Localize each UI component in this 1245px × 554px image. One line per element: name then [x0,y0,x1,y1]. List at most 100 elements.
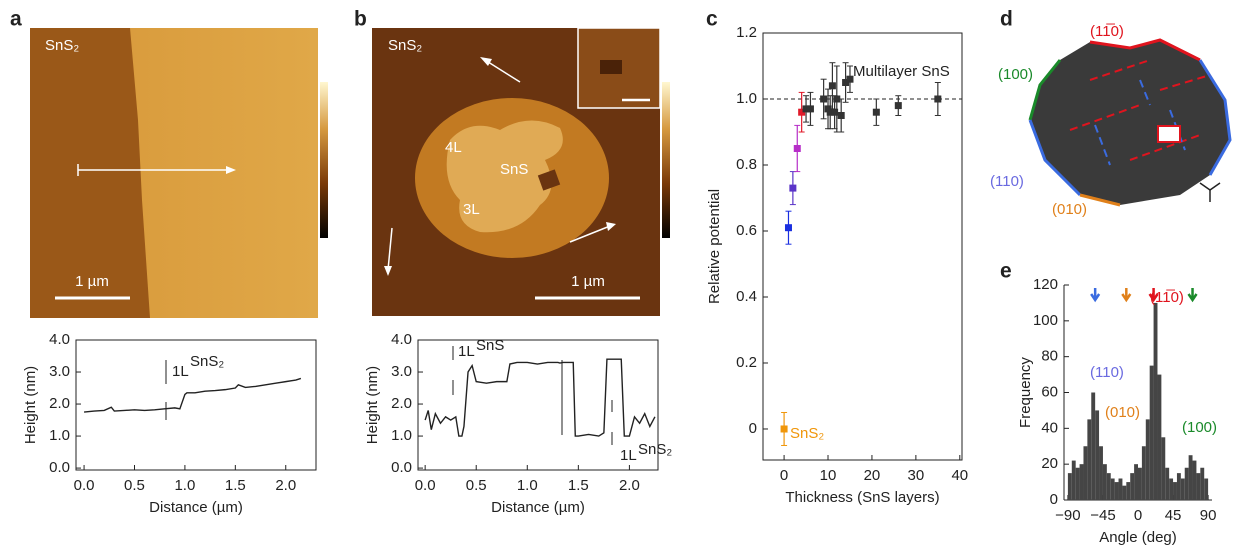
histogram-bar [1075,467,1080,500]
scale-bar-label: 1 µm [75,273,109,290]
y-tick-label: 1.0 [736,90,757,107]
y-axis-label: Height (nm) [22,366,39,444]
y-tick-label: 1.0 [391,427,412,444]
histogram-bar [1102,464,1107,500]
y-tick-label: 60 [1041,383,1058,400]
x-tick-label: 1.0 [517,477,538,494]
panel-label: b [354,8,367,31]
data-point [831,108,839,116]
histogram-bar [1071,460,1076,500]
x-tick-label: 2.0 [619,477,640,494]
histogram-bar [1200,467,1205,500]
region-label: 4L [445,139,462,156]
y-tick-label: 3.0 [391,363,412,380]
profile-line [84,377,302,413]
histogram-bar [1204,478,1209,500]
histogram-bar [1188,455,1193,500]
y-tick-label: 0.8 [736,156,757,173]
y-tick-label: 2.0 [49,395,70,412]
data-point [806,105,814,113]
x-axis-label: Distance (µm) [491,499,585,516]
facet-label: (100) [998,66,1033,83]
y-tick-label: 0 [1050,491,1058,508]
annotation: 1L [172,363,189,380]
region-label: SnS [500,161,528,178]
histogram-bar [1149,365,1154,500]
y-tick-label: 0.2 [736,354,757,371]
histogram-bar [1192,460,1197,500]
x-tick-label: 90 [1200,507,1217,524]
x-tick-label: 40 [951,467,968,484]
data-point [872,108,880,116]
annotation: SnS₂ [790,425,824,442]
panel-label: a [10,8,22,31]
data-point [820,95,828,103]
y-axis-label: Height (nm) [364,366,381,444]
histogram-bar [1114,482,1119,500]
x-tick-label: 0 [780,467,788,484]
histogram-bar [1138,467,1142,500]
histogram-bar [1126,482,1131,500]
material-label: SnS₂ [388,37,422,54]
peak-arrow [1090,288,1101,303]
data-point [828,82,836,90]
x-tick-label: 0.5 [124,477,145,494]
histogram-bar [1110,478,1115,500]
plot-frame [762,32,963,461]
y-tick-label: 40 [1041,419,1058,436]
y-tick-label: 120 [1033,276,1058,293]
data-point [934,95,942,103]
y-tick-label: 1.0 [49,427,70,444]
plot-frame [75,339,317,471]
x-tick-label: 45 [1165,507,1182,524]
annotation: 1L [620,447,637,464]
y-tick-label: 1.2 [736,24,757,41]
histogram-bar [1091,392,1096,500]
histogram-bar [1079,464,1084,500]
x-axis-label: Angle (deg) [1099,529,1177,546]
histogram-bar [1180,478,1185,500]
x-tick-label: 1.5 [225,477,246,494]
y-tick-label: 0.6 [736,222,757,239]
y-tick-label: 3.0 [49,363,70,380]
y-tick-label: 0.0 [49,459,70,476]
histogram-bar [1141,446,1146,500]
peak-arrow [1148,288,1159,303]
data-point [802,105,810,113]
panel-label: e [1000,260,1012,283]
x-tick-label: 0.0 [74,477,95,494]
x-tick-label: −45 [1090,507,1115,524]
peak-label: (100) [1182,419,1217,436]
x-tick-label: 10 [820,467,837,484]
peak-label: (010) [1105,404,1140,421]
annotation-sup: SnS₂ [638,441,672,458]
facet-label: (11̅0) [1090,23,1124,40]
data-point [846,75,854,83]
histogram-bar [1145,419,1150,500]
data-point [833,95,841,103]
scale-bar-label: 1 µm [571,273,605,290]
histogram-bar [1169,478,1174,500]
peak-arrow [1121,288,1132,303]
histogram-bar [1153,302,1158,500]
x-tick-label: 0.0 [415,477,436,494]
histogram-bar [1184,467,1189,500]
annotation: 1L [458,343,475,360]
x-tick-label: 20 [864,467,881,484]
histogram-bar [1134,464,1138,500]
y-axis-label: Relative potential [706,189,723,304]
x-tick-label: 1.0 [174,477,195,494]
x-tick-label: 1.5 [568,477,589,494]
y-axis-label: Frequency [1017,357,1034,428]
annotation-sup: SnS₂ [190,353,224,370]
x-tick-label: 2.0 [275,477,296,494]
histogram-bar [1176,473,1181,500]
data-point [826,108,834,116]
afm-image-b: SnS₂ 1 µm 4L SnS 3L [372,27,670,316]
data-point [789,184,797,192]
facet-label: (110) [990,173,1024,190]
x-tick-label: −90 [1055,507,1080,524]
y-tick-label: 100 [1033,312,1058,329]
y-tick-label: 0.0 [391,459,412,476]
